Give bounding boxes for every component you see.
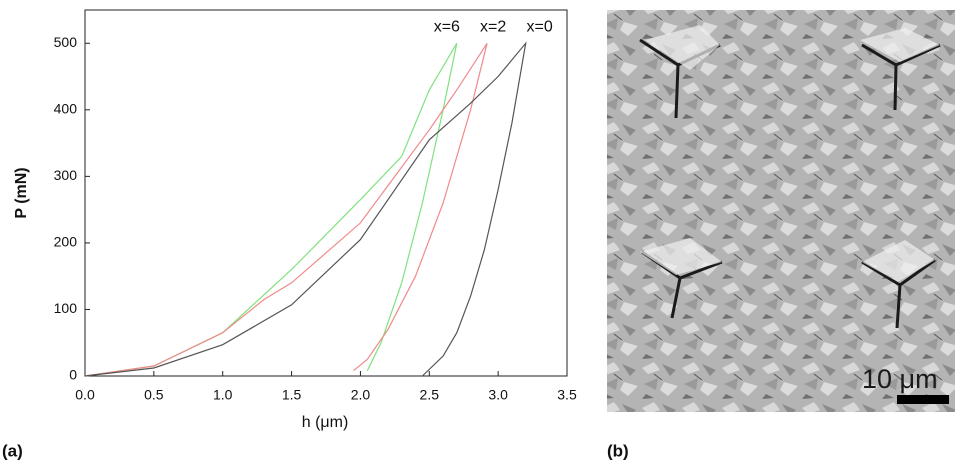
x-tick-label: 2.5 [420, 387, 440, 403]
x-tick-label: 3.0 [488, 387, 508, 403]
series-label: x=0 [527, 18, 553, 35]
scale-bar-label: 10 μm [862, 364, 938, 394]
panel-label: (a) [2, 441, 23, 460]
plot-frame [84, 9, 568, 377]
x-tick-label: 0.5 [144, 387, 164, 403]
axes: 0.0 0.5 1.0 1.5 2.0 2.5 3.0 3.5 0 100 200 300 400 500 [54, 34, 577, 403]
series-label: x=6 [434, 18, 460, 35]
y-tick-label: 100 [54, 300, 78, 316]
x-tick-label: 1.5 [282, 387, 302, 403]
series-line [84, 42, 488, 377]
x-tick-label: 2.0 [351, 387, 371, 403]
series-label: x=2 [480, 18, 506, 35]
x-tick-label: 1.0 [213, 387, 233, 403]
x-tick-label: 0.0 [75, 387, 95, 403]
y-tick-label: 500 [54, 34, 78, 50]
sem-image: 10 μm [607, 10, 955, 412]
series-line [84, 41, 527, 377]
x-axis-label: h (μm) [302, 414, 349, 431]
y-tick-label: 200 [54, 234, 78, 250]
y-tick-label: 300 [54, 167, 78, 183]
y-axis-label: P (mN) [13, 167, 30, 218]
y-tick-label: 0 [69, 367, 77, 383]
y-tick-label: 400 [54, 101, 78, 117]
x-tick-label: 3.5 [557, 387, 577, 403]
panel-label: (b) [607, 441, 629, 460]
series-line [84, 42, 458, 377]
